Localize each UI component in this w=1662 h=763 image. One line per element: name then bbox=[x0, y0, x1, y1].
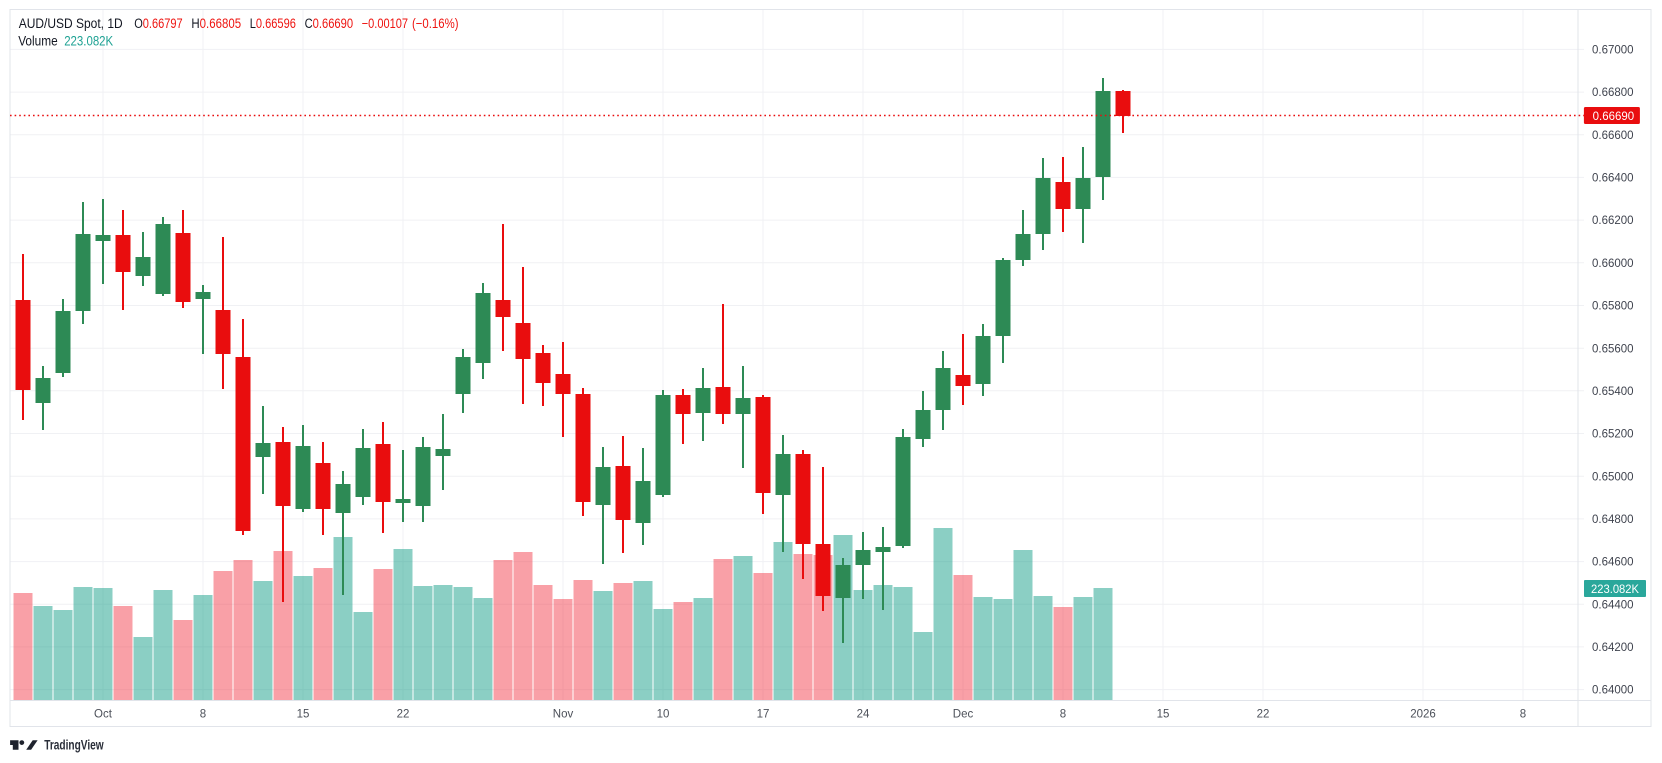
svg-text:0.66000: 0.66000 bbox=[1592, 258, 1634, 270]
svg-text:8: 8 bbox=[200, 709, 206, 721]
svg-text:0.64000: 0.64000 bbox=[1592, 685, 1634, 697]
svg-text:24: 24 bbox=[857, 709, 870, 721]
svg-text:H0.66805: H0.66805 bbox=[191, 16, 241, 31]
svg-text:2026: 2026 bbox=[1410, 709, 1436, 721]
svg-text:0.66690: 0.66690 bbox=[1593, 111, 1635, 123]
svg-text:0.66600: 0.66600 bbox=[1592, 130, 1634, 142]
svg-text:(−0.16%): (−0.16%) bbox=[412, 16, 459, 31]
svg-text:O0.66797: O0.66797 bbox=[134, 16, 183, 31]
svg-text:−0.00107: −0.00107 bbox=[362, 16, 408, 31]
svg-text:8: 8 bbox=[1060, 709, 1066, 721]
svg-text:223.082K: 223.082K bbox=[64, 33, 113, 48]
svg-text:0.67000: 0.67000 bbox=[1592, 45, 1634, 57]
svg-text:TradingView: TradingView bbox=[44, 738, 104, 753]
svg-text:15: 15 bbox=[297, 709, 310, 721]
svg-text:Nov: Nov bbox=[553, 709, 574, 721]
svg-text:AUD/USD Spot, 1D: AUD/USD Spot, 1D bbox=[19, 16, 123, 31]
svg-text:0.65600: 0.65600 bbox=[1592, 343, 1634, 355]
svg-text:0.66800: 0.66800 bbox=[1592, 87, 1634, 99]
svg-text:22: 22 bbox=[1257, 709, 1270, 721]
svg-text:0.64400: 0.64400 bbox=[1592, 599, 1634, 611]
svg-text:223.082K: 223.082K bbox=[1591, 584, 1639, 596]
svg-text:0.66200: 0.66200 bbox=[1592, 215, 1634, 227]
svg-text:L0.66596: L0.66596 bbox=[250, 16, 296, 31]
svg-text:0.65400: 0.65400 bbox=[1592, 386, 1634, 398]
svg-text:0.64600: 0.64600 bbox=[1592, 557, 1634, 569]
svg-text:8: 8 bbox=[1520, 709, 1526, 721]
svg-text:10: 10 bbox=[657, 709, 670, 721]
svg-text:22: 22 bbox=[397, 709, 410, 721]
svg-text:C0.66690: C0.66690 bbox=[305, 16, 354, 31]
svg-text:0.66400: 0.66400 bbox=[1592, 173, 1634, 185]
svg-text:Volume: Volume bbox=[18, 33, 58, 48]
svg-text:0.65800: 0.65800 bbox=[1592, 301, 1634, 313]
svg-text:Dec: Dec bbox=[953, 709, 974, 721]
svg-text:0.65200: 0.65200 bbox=[1592, 429, 1634, 441]
svg-text:15: 15 bbox=[1157, 709, 1170, 721]
svg-text:0.64800: 0.64800 bbox=[1592, 514, 1634, 526]
svg-text:0.65000: 0.65000 bbox=[1592, 471, 1634, 483]
svg-text:0.64200: 0.64200 bbox=[1592, 642, 1634, 654]
svg-text:17: 17 bbox=[757, 709, 770, 721]
svg-text:Oct: Oct bbox=[94, 709, 113, 721]
